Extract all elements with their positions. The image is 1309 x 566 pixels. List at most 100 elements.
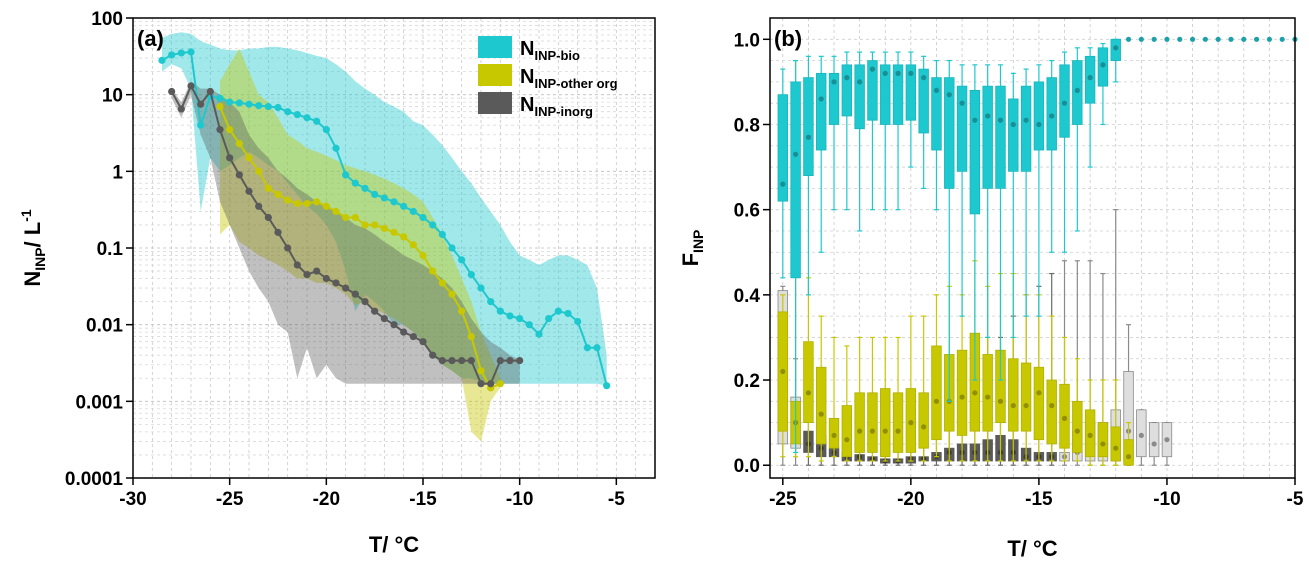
box-bio: [969, 90, 981, 215]
median-point-other-org: [985, 394, 991, 400]
band-inp-inorg: [171, 81, 520, 384]
data-point-inp-inorg: [409, 332, 417, 341]
data-point-inp-bio: [496, 307, 504, 315]
data-point-inp-inorg: [226, 154, 234, 162]
box-bio: [1033, 81, 1045, 151]
panel-b-xlabel: T/ °C: [1007, 536, 1057, 561]
data-point-inp-other-org: [458, 307, 466, 315]
data-point-inp-other-org: [245, 154, 253, 162]
x-tick-label: -5: [608, 489, 625, 510]
data-point-inp-other-org: [332, 207, 340, 216]
box-other-org: [982, 354, 993, 432]
median-point-bio: [793, 151, 799, 157]
data-point-inp-bio: [216, 94, 224, 102]
box-bio: [944, 77, 955, 189]
data-point-inp-bio: [235, 99, 243, 107]
data-point-inp-bio: [593, 344, 601, 352]
data-point-inp-bio: [371, 190, 379, 199]
box-other-org: [854, 392, 865, 453]
median-point-other-org: [1087, 432, 1093, 439]
data-point-inp-inorg: [255, 202, 263, 210]
legend-label-inorg: NINP-inorg: [520, 94, 593, 119]
data-point-inp-inorg: [284, 244, 292, 252]
median-point-other-org: [882, 428, 888, 434]
panel-a-ylabel-main: N: [20, 271, 45, 287]
data-point-inp-bio: [197, 121, 205, 129]
box-other-org: [956, 349, 968, 436]
data-point-inp-inorg: [342, 284, 350, 292]
box-other-org: [1046, 379, 1057, 445]
median-point-bio: [818, 96, 824, 102]
data-point-inp-bio: [467, 270, 475, 279]
panel-a-ylabel-sub: INP: [32, 247, 48, 270]
data-point-inp-other-org: [322, 202, 330, 210]
data-point-inp-bio: [438, 230, 446, 239]
median-point-other-org: [895, 428, 901, 434]
panel-b-label: (b): [774, 26, 802, 51]
median-point-bio: [882, 70, 888, 76]
box-bio: [1008, 98, 1019, 172]
box-other-org: [1097, 422, 1109, 458]
y-tick-label: 0.2: [734, 371, 760, 392]
data-point-inp-other-org: [467, 332, 475, 341]
svg-text:FINP: FINP: [678, 230, 706, 267]
median-point-bio-points: [1202, 36, 1208, 42]
box-other-org: [880, 388, 891, 458]
median-point-bio: [997, 117, 1004, 123]
panel-a-grid: [132, 18, 656, 479]
box-bio: [995, 85, 1006, 189]
median-point-other-org: [857, 428, 863, 434]
x-tick-label: -25: [216, 489, 244, 510]
box-other-org: [931, 345, 942, 441]
data-point-inp-bio: [274, 103, 282, 112]
data-point-inp-bio: [487, 297, 495, 306]
median-point-bio-points: [1177, 36, 1183, 42]
data-point-inp-inorg: [322, 274, 330, 283]
data-point-inp-bio: [525, 321, 533, 329]
data-point-inp-other-org: [448, 290, 456, 298]
data-point-inp-inorg: [419, 338, 427, 346]
median-point-bio: [985, 113, 991, 119]
box-bio: [841, 64, 853, 117]
data-point-inp-other-org: [409, 241, 417, 249]
box-bio: [790, 81, 801, 279]
data-point-inp-bio: [477, 284, 485, 292]
box-inorg: [1148, 422, 1160, 458]
median-point-other-org: [780, 368, 786, 375]
x-tick-label: -25: [769, 489, 797, 510]
data-point-inp-other-org: [313, 198, 321, 206]
panel-a-lines: [158, 48, 611, 392]
data-point-inp-other-org: [351, 213, 359, 222]
y-tick-label: 100: [91, 9, 123, 30]
median-point-other-org: [1036, 390, 1042, 396]
median-point-bio-points: [1151, 36, 1157, 42]
median-point-bio: [805, 134, 812, 140]
data-point-inp-bio: [458, 256, 466, 264]
median-point-other-org: [1100, 441, 1106, 447]
panel-a-ylabel-unit: / L: [20, 222, 45, 248]
median-point-bio: [1049, 113, 1055, 119]
data-point-inp-other-org: [477, 367, 485, 375]
y-tick-label: 1.0: [734, 30, 760, 51]
data-point-inp-other-org: [429, 267, 437, 275]
data-point-inp-other-org: [303, 199, 311, 208]
data-point-inp-bio: [564, 309, 572, 318]
x-tick-label: -15: [1025, 489, 1053, 510]
median-point-other-org: [972, 390, 978, 396]
data-point-inp-inorg: [448, 356, 456, 365]
data-point-inp-other-org: [235, 140, 243, 148]
data-point-inp-other-org: [264, 184, 272, 192]
panel-b-boxes: [777, 36, 1298, 466]
median-point-other-org: [997, 398, 1004, 404]
data-point-inp-bio: [390, 198, 398, 206]
y-tick-label: 0.0001: [65, 469, 124, 490]
data-point-inp-bio: [380, 194, 388, 202]
panel-b-ylabel: FINP: [678, 230, 706, 267]
data-point-inp-bio: [313, 117, 321, 125]
data-point-inp-bio: [361, 184, 369, 192]
data-point-inp-inorg: [332, 279, 340, 287]
data-point-inp-inorg: [371, 307, 379, 315]
median-point-bio: [972, 117, 978, 123]
median-point-bio: [895, 70, 901, 76]
data-point-inp-other-org: [361, 221, 369, 229]
